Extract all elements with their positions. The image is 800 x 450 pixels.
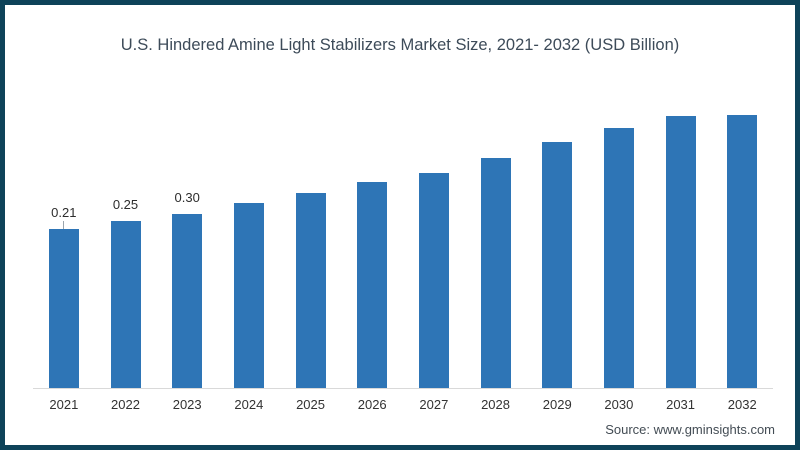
bar-2023 (172, 214, 203, 388)
x-axis-label-2025: 2025 (296, 397, 325, 412)
bar-2030 (603, 128, 634, 388)
bar-2026 (357, 182, 388, 388)
bar-2022 (110, 221, 141, 388)
bar-slot-2026 (341, 92, 403, 388)
label-leader-line (495, 150, 496, 158)
x-axis-label-2028: 2028 (481, 397, 510, 412)
bar-slot-2027 (403, 92, 465, 388)
bar-2027 (418, 173, 449, 388)
x-axis-label-2029: 2029 (542, 397, 572, 412)
bar-2031 (665, 115, 696, 388)
bar-slot-2022: 0.25 (95, 92, 157, 388)
label-leader-line (680, 108, 681, 116)
label-leader-line (557, 134, 558, 142)
x-axis-label-2022: 2022 (111, 397, 140, 412)
bar-slot-2023: 0.30 (156, 92, 218, 388)
bar-2029 (542, 142, 573, 388)
bar-2032 (727, 114, 758, 388)
x-axis-label-2021: 2021 (49, 397, 79, 412)
x-axis-label-2023: 2023 (172, 397, 202, 412)
bar-value-label-2022: 0.25 (112, 197, 139, 212)
source-credit: Source: www.gminsights.com (605, 422, 775, 437)
x-axis-label-2032: 2032 (727, 397, 757, 412)
bar-value-label-2023: 0.30 (174, 190, 200, 205)
x-axis-label-2031: 2031 (666, 397, 696, 412)
plot-area: 0.21 0.25 0.30 (33, 92, 773, 389)
bar-slot-2032 (711, 92, 773, 388)
bar-2028 (480, 158, 511, 388)
label-leader-line (125, 213, 126, 221)
label-leader-line (372, 174, 373, 182)
chart-title: U.S. Hindered Amine Light Stabilizers Ma… (120, 36, 680, 54)
label-leader-line (310, 185, 311, 193)
bar-slot-2031 (650, 92, 712, 388)
bar-2021 (48, 229, 79, 388)
label-leader-line (63, 221, 65, 229)
label-leader-line (742, 107, 743, 115)
bar-slot-2021: 0.21 (33, 92, 95, 388)
x-axis-label-2030: 2030 (604, 397, 634, 412)
x-axis-label-2024: 2024 (234, 397, 264, 412)
label-leader-line (433, 165, 434, 173)
x-axis-label-2026: 2026 (357, 397, 387, 412)
label-leader-line (618, 120, 619, 128)
bar-value-label-2021: 0.21 (51, 205, 77, 220)
bar-slot-2029 (526, 92, 588, 388)
label-leader-line (187, 206, 188, 214)
bar-slot-2024 (218, 92, 280, 388)
bar-2025 (295, 193, 326, 388)
bar-slot-2025 (280, 92, 342, 388)
bar-slot-2028 (465, 92, 527, 388)
bar-slot-2030 (588, 92, 650, 388)
bar-2024 (233, 203, 264, 388)
x-axis-label-2027: 2027 (419, 397, 449, 412)
x-axis: 2021 2022 2023 2024 2025 2026 2027 2028 2029 2030… (33, 397, 773, 412)
label-leader-line (248, 195, 249, 203)
